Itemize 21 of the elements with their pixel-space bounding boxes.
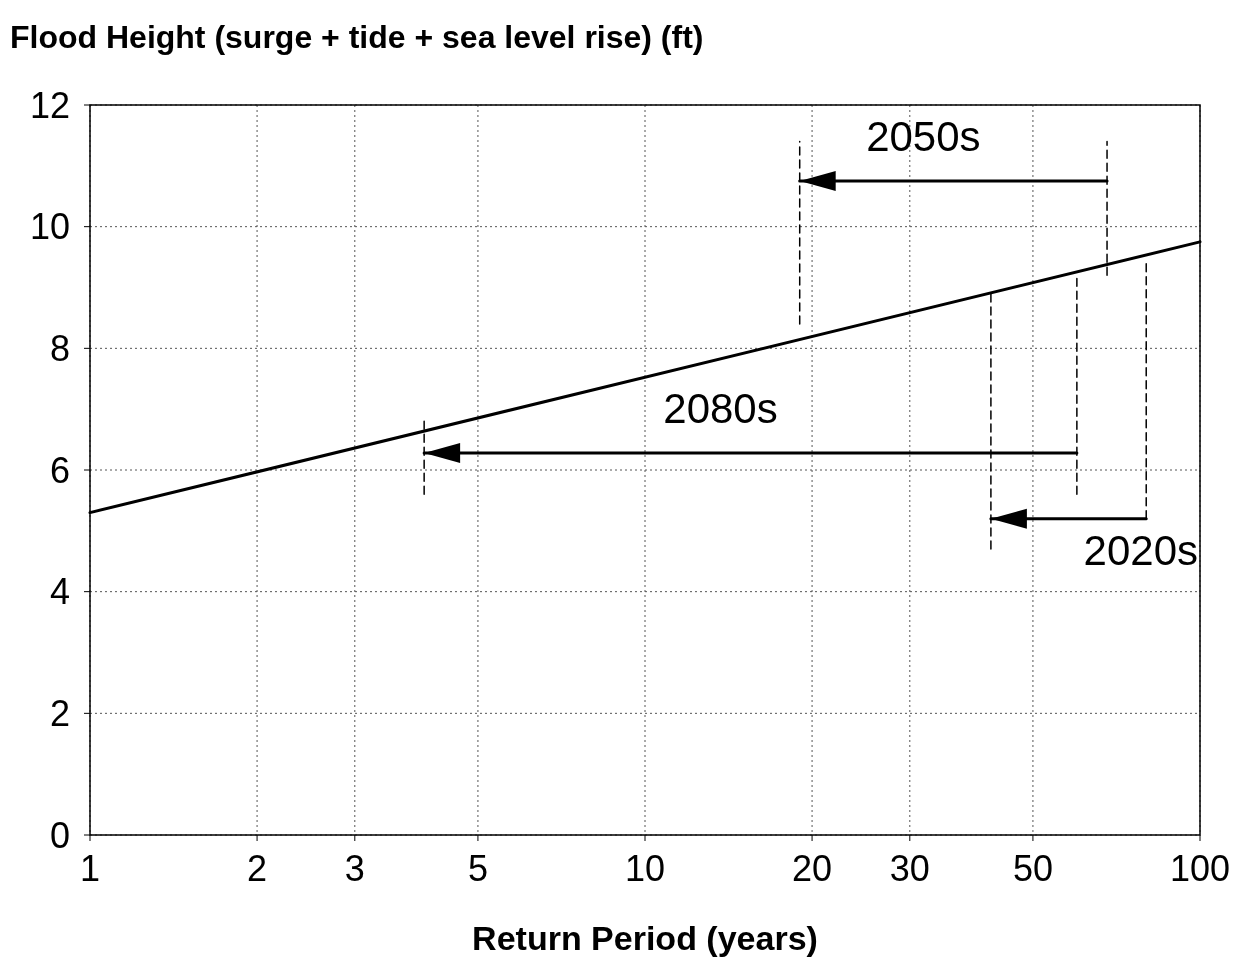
y-tick-label: 12: [29, 84, 70, 126]
x-tick-label: 2: [247, 848, 268, 889]
x-tick-label: 30: [889, 848, 930, 889]
x-axis-title: Return Period (years): [472, 919, 818, 957]
x-tick-label: 50: [1012, 848, 1053, 889]
y-tick-label: 0: [49, 814, 70, 856]
series-label: 2080s: [663, 384, 778, 432]
y-tick-label: 6: [49, 449, 70, 491]
x-tick-label: 5: [467, 848, 488, 889]
x-tick-label: 1: [79, 848, 101, 889]
y-axis-title: Flood Height (surge + tide + sea level rise) (ft): [10, 19, 704, 55]
y-tick-label: 2: [49, 692, 70, 734]
x-tick-label: 3: [344, 848, 365, 889]
x-tick-label: 10: [624, 848, 666, 889]
y-tick-label: 10: [29, 206, 70, 248]
series-label: 2020s: [1083, 526, 1198, 574]
x-tick-label: 100: [1169, 848, 1231, 889]
y-tick-label: 4: [49, 571, 70, 613]
x-tick-label: 20: [792, 848, 833, 889]
y-tick-label: 8: [49, 327, 70, 369]
series-label: 2050s: [866, 113, 981, 161]
